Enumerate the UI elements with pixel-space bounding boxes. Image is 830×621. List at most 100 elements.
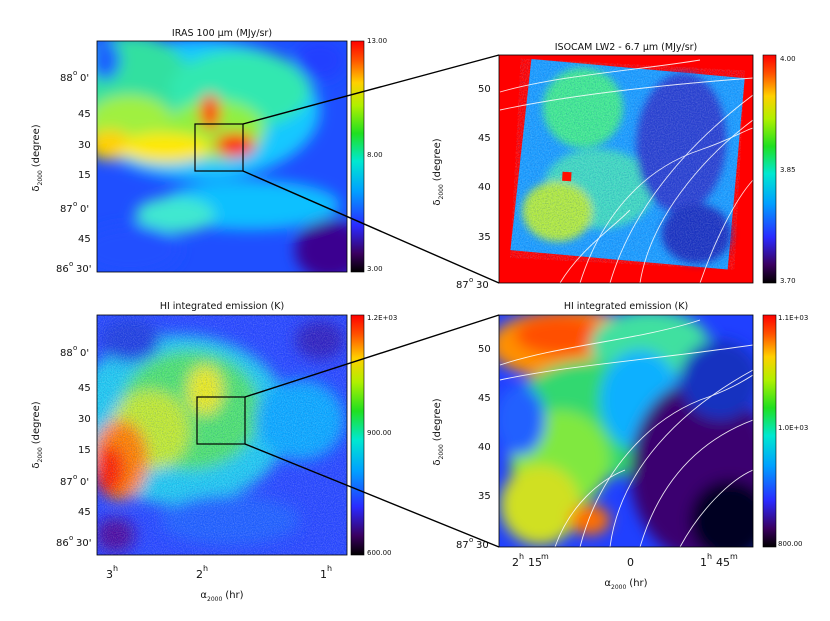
ytick-deg: o (469, 536, 473, 544)
xtick: 1 (320, 568, 327, 581)
ytick: 50 (478, 344, 491, 355)
svg-text:δ2000(degree): δ2000(degree) (31, 124, 44, 191)
ytick: 30 (78, 414, 91, 425)
hi-wide-title: HI integrated emission (K) (160, 301, 284, 312)
hi-zoom-cb-bot: 800.00 (778, 540, 803, 548)
connector-line (242, 54, 500, 125)
isocam-ylabel: δ2000(degree) (432, 138, 445, 205)
hi-wide-cb-top: 1.2E+03 (367, 314, 397, 322)
xtick-m: m (541, 552, 549, 561)
ytick: 87 (456, 540, 469, 551)
ytick: 30 (78, 140, 91, 151)
ytick: 87 (456, 280, 469, 291)
ytick-min: 30 (476, 540, 489, 551)
connector-line (244, 443, 500, 548)
svg-text:δ2000(degree): δ2000(degree) (432, 138, 445, 205)
ytick: 15 (78, 445, 91, 456)
ytick-min: 0' (80, 348, 89, 359)
hi-zoom-box (196, 396, 246, 445)
ytick: 45 (478, 393, 491, 404)
ytick-deg: o (73, 473, 77, 481)
xtick-h: h (327, 564, 332, 573)
ytick: 40 (478, 182, 491, 193)
ytick-deg: o (469, 276, 473, 284)
ytick-deg: o (73, 200, 77, 208)
ytick: 35 (478, 491, 491, 502)
ytick: 86 (56, 264, 69, 275)
hi-wide-colorbar (350, 314, 365, 556)
ytick: 50 (478, 84, 491, 95)
svg-text:δ2000(degree): δ2000(degree) (31, 401, 44, 468)
xtick: 2 (512, 556, 519, 569)
hi-wide-xticks: 3 h 2 h 1 h (106, 564, 332, 581)
hi-wide-xlabel: α2000 (hr) (200, 590, 243, 603)
ytick: 88 (60, 73, 73, 84)
isocam-cb-top: 4.00 (780, 55, 796, 63)
iras-yticks: 88 o 0' 45 30 15 87 o 0' 45 86 o 30' (56, 69, 91, 275)
ytick-min: 30 (476, 280, 489, 291)
isocam-map (499, 55, 753, 283)
hi-zoom-title: HI integrated emission (K) (564, 301, 688, 312)
iras-ylabel: δ2000(degree) (31, 124, 44, 191)
ytick: 45 (78, 383, 91, 394)
panel-isocam: ISOCAM LW2 - 6.7 µm (MJy/sr) (432, 42, 796, 291)
ytick-min: 0' (80, 73, 89, 84)
ytick: 88 (60, 348, 73, 359)
isocam-yticks: 50 45 40 35 87 o 30 (456, 84, 491, 291)
iras-cb-top: 13.00 (367, 37, 387, 45)
ytick-min: 30' (76, 538, 91, 549)
xtick: 45 (716, 556, 730, 569)
xtick: 1 (700, 556, 707, 569)
iras-title: IRAS 100 µm (MJy/sr) (172, 28, 272, 39)
xtick: 0 (627, 556, 634, 569)
isocam-cb-mid: 3.85 (780, 166, 796, 174)
panel-hi-wide: HI integrated emission (K) 1.2E+03 (31, 301, 397, 603)
ytick: 35 (478, 232, 491, 243)
xtick: 3 (106, 568, 113, 581)
hi-zoom-cb-top: 1.1E+03 (778, 314, 808, 322)
hi-zoom-yticks: 50 45 40 35 87 o 30 (456, 344, 491, 551)
connector-line (244, 314, 500, 398)
zoom-connectors (242, 54, 500, 548)
hi-wide-ylabel: δ2000(degree) (31, 401, 44, 468)
ytick: 86 (56, 538, 69, 549)
hi-zoom-map (499, 315, 753, 547)
panel-hi-zoom: HI integrated emission (K) (432, 301, 808, 591)
xtick-m: m (730, 552, 738, 561)
ytick: 45 (478, 133, 491, 144)
xtick-h: h (519, 552, 524, 561)
hi-wide-yticks: 88 o 0' 45 30 15 87 o 0' 45 86 o 30' (56, 344, 91, 549)
ytick: 45 (78, 507, 91, 518)
iras-map (97, 41, 347, 272)
isocam-colorbar (762, 54, 777, 284)
svg-text:δ2000(degree): δ2000(degree) (432, 398, 445, 465)
hi-zoom-cb-mid: 1.0E+03 (778, 424, 808, 432)
iras-colorbar (350, 40, 365, 273)
ytick-deg: o (69, 534, 73, 542)
hi-zoom-contours (499, 319, 753, 547)
ytick-deg: o (73, 344, 77, 352)
xtick-h: h (707, 552, 712, 561)
ytick-min: 0' (80, 204, 89, 215)
isocam-contours (499, 59, 753, 283)
iras-cb-bot: 3.00 (367, 265, 383, 273)
ytick: 87 (60, 477, 73, 488)
hi-wide-cb-bot: 600.00 (367, 549, 392, 557)
xtick: 2 (196, 568, 203, 581)
iras-zoom-box (194, 123, 244, 172)
hi-zoom-ylabel: δ2000(degree) (432, 398, 445, 465)
isocam-title: ISOCAM LW2 - 6.7 µm (MJy/sr) (555, 42, 698, 53)
hi-zoom-colorbar (762, 314, 777, 548)
xtick: 15 (528, 556, 542, 569)
ytick: 45 (78, 234, 91, 245)
isocam-cb-bot: 3.70 (780, 277, 796, 285)
iras-cb-mid: 8.00 (367, 151, 383, 159)
ytick-min: 30' (76, 264, 91, 275)
hi-wide-map (97, 315, 347, 555)
ytick: 40 (478, 442, 491, 453)
xtick-h: h (203, 564, 208, 573)
ytick-min: 0' (80, 477, 89, 488)
ytick: 45 (78, 109, 91, 120)
hi-zoom-xticks: 2 h 15 m 0 1 h 45 m (512, 552, 738, 569)
